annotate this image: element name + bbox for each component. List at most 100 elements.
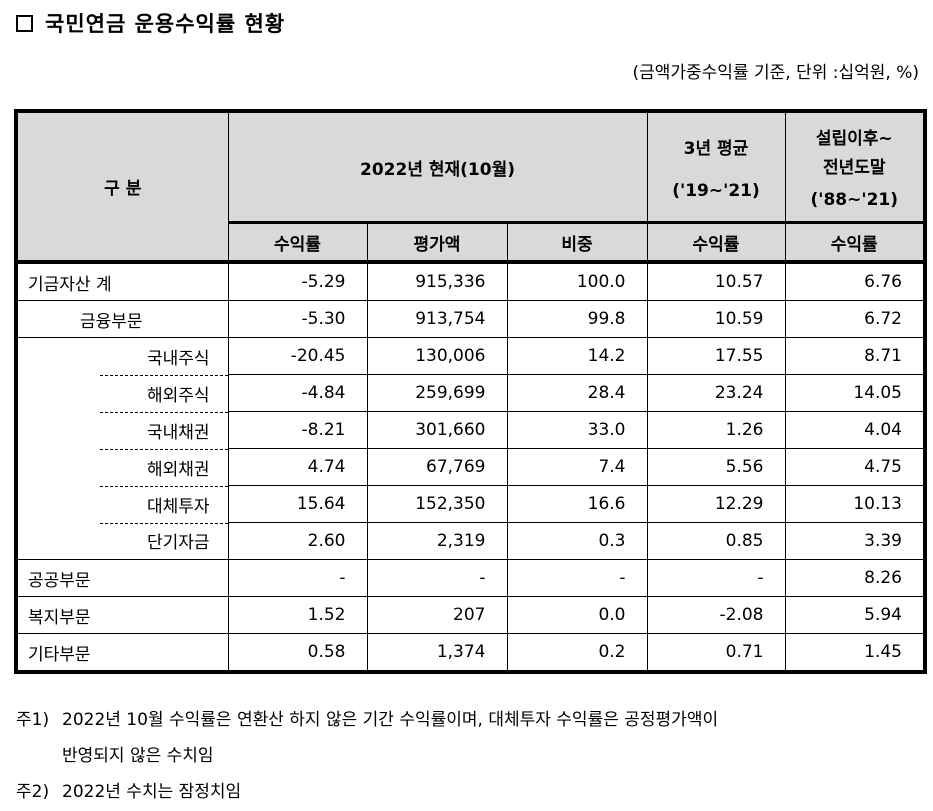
subheader-since-return: 수익률	[784, 221, 926, 263]
cell-weight: -	[506, 559, 648, 597]
row-label: 해외주식	[15, 374, 229, 412]
cell-weight: 0.2	[506, 633, 648, 673]
table-row: 대체투자 15.64 152,350 16.6 12.29 10.13	[15, 485, 926, 523]
cell-weight: 0.3	[506, 522, 648, 560]
footnote-text: 2022년 수치는 잠정치임	[62, 782, 242, 802]
cell-value: 915,336	[366, 260, 508, 301]
cell-since: 4.75	[784, 448, 926, 486]
cell-avg3: 17.55	[646, 337, 786, 375]
row-label: 금융부문	[15, 300, 229, 338]
cell-weight: 28.4	[506, 374, 648, 412]
header-since-line1: 설립이후~	[815, 129, 893, 149]
row-label: 기금자산 계	[15, 260, 229, 301]
table-row: 해외채권 4.74 67,769 7.4 5.56 4.75	[15, 448, 926, 486]
cell-since: 6.76	[784, 260, 926, 301]
cell-return: 0.58	[227, 633, 368, 673]
page-title-text: 국민연금 운용수익률 현황	[45, 12, 286, 36]
cell-since: 6.72	[784, 300, 926, 338]
footnote-key: 주2)	[16, 782, 50, 802]
cell-value: 913,754	[366, 300, 508, 338]
cell-avg3: 12.29	[646, 485, 786, 523]
cell-avg3: 5.56	[646, 448, 786, 486]
row-label: 복지부문	[15, 596, 229, 634]
footnote-1: 주1) 2022년 10월 수익률은 연환산 하지 않은 기간 수익률이며, 대…	[16, 702, 718, 738]
row-label: 단기자금	[15, 522, 229, 560]
cell-weight: 0.0	[506, 596, 648, 634]
cell-value: 2,319	[366, 522, 508, 560]
cell-return: -20.45	[227, 337, 368, 375]
cell-return: 15.64	[227, 485, 368, 523]
cell-avg3: 10.59	[646, 300, 786, 338]
header-since-line2: 전년도말	[822, 158, 886, 178]
cell-return: -	[227, 559, 368, 597]
cell-value: 301,660	[366, 411, 508, 449]
page-title: 국민연금 운용수익률 현황	[16, 8, 285, 38]
footnote-1-continued: 반영되지 않은 수치임	[62, 746, 214, 766]
row-label: 국내주식	[15, 337, 229, 375]
cell-since: 4.04	[784, 411, 926, 449]
subheader-return: 수익률	[227, 221, 368, 263]
row-label: 국내채권	[15, 411, 229, 449]
subheader-value: 평가액	[366, 221, 508, 263]
table-row: 금융부문 -5.30 913,754 99.8 10.59 6.72	[15, 300, 926, 338]
table-row: 공공부문 - - - - 8.26	[15, 559, 926, 597]
cell-return: 1.52	[227, 596, 368, 634]
footnote-key: 주1)	[16, 710, 50, 730]
row-label: 공공부문	[15, 559, 229, 597]
row-label: 기타부문	[15, 633, 229, 673]
table-row: 해외주식 -4.84 259,699 28.4 23.24 14.05	[15, 374, 926, 412]
table-row: 기금자산 계 -5.29 915,336 100.0 10.57 6.76	[15, 260, 926, 301]
table-row: 국내주식 -20.45 130,006 14.2 17.55 8.71	[15, 337, 926, 375]
header-avg3-title: 3년 평균	[683, 138, 749, 159]
cell-weight: 99.8	[506, 300, 648, 338]
checkbox-square-icon	[16, 14, 33, 32]
footnote-2: 주2) 2022년 수치는 잠정치임	[16, 774, 718, 810]
cell-avg3: 10.57	[646, 260, 786, 301]
cell-value: 152,350	[366, 485, 508, 523]
header-since: 설립이후~ 전년도말 ('88~'21)	[784, 110, 926, 223]
header-gubun: 구 분	[15, 110, 229, 263]
cell-return: 2.60	[227, 522, 368, 560]
cell-weight: 33.0	[506, 411, 648, 449]
cell-avg3: 0.85	[646, 522, 786, 560]
cell-since: 5.94	[784, 596, 926, 634]
cell-return: -4.84	[227, 374, 368, 412]
table-row: 국내채권 -8.21 301,660 33.0 1.26 4.04	[15, 411, 926, 449]
cell-weight: 16.6	[506, 485, 648, 523]
subheader-weight: 비중	[506, 221, 648, 263]
footnote-text: 2022년 10월 수익률은 연환산 하지 않은 기간 수익률이며, 대체투자 …	[62, 710, 719, 730]
unit-note: (금액가중수익률 기준, 단위 :십억원, %)	[632, 63, 919, 83]
cell-since: 8.26	[784, 559, 926, 597]
cell-since: 14.05	[784, 374, 926, 412]
subheader-avg3-return: 수익률	[646, 221, 786, 263]
cell-weight: 7.4	[506, 448, 648, 486]
cell-return: 4.74	[227, 448, 368, 486]
header-avg3: 3년 평균 ('19~'21)	[646, 110, 786, 223]
cell-value: 259,699	[366, 374, 508, 412]
cell-value: 130,006	[366, 337, 508, 375]
row-label: 대체투자	[15, 485, 229, 523]
header-avg3-period: ('19~'21)	[672, 180, 760, 201]
cell-weight: 14.2	[506, 337, 648, 375]
table-row: 기타부문 0.58 1,374 0.2 0.71 1.45	[15, 633, 926, 673]
cell-return: -8.21	[227, 411, 368, 449]
cell-since: 10.13	[784, 485, 926, 523]
table-row: 복지부문 1.52 207 0.0 -2.08 5.94	[15, 596, 926, 634]
cell-value: 1,374	[366, 633, 508, 673]
cell-avg3: 1.26	[646, 411, 786, 449]
cell-value: 67,769	[366, 448, 508, 486]
cell-avg3: 23.24	[646, 374, 786, 412]
cell-avg3: 0.71	[646, 633, 786, 673]
cell-since: 3.39	[784, 522, 926, 560]
cell-value: -	[366, 559, 508, 597]
cell-value: 207	[366, 596, 508, 634]
cell-since: 8.71	[784, 337, 926, 375]
footnotes: 주1) 2022년 10월 수익률은 연환산 하지 않은 기간 수익률이며, 대…	[16, 702, 718, 810]
cell-return: -5.30	[227, 300, 368, 338]
cell-return: -5.29	[227, 260, 368, 301]
cell-avg3: -2.08	[646, 596, 786, 634]
row-label: 해외채권	[15, 448, 229, 486]
header-current-group: 2022년 현재(10월)	[227, 110, 648, 223]
returns-table: 구 분 2022년 현재(10월) 3년 평균 ('19~'21) 설립이후~ …	[14, 109, 927, 674]
header-since-period: ('88~'21)	[810, 190, 898, 210]
